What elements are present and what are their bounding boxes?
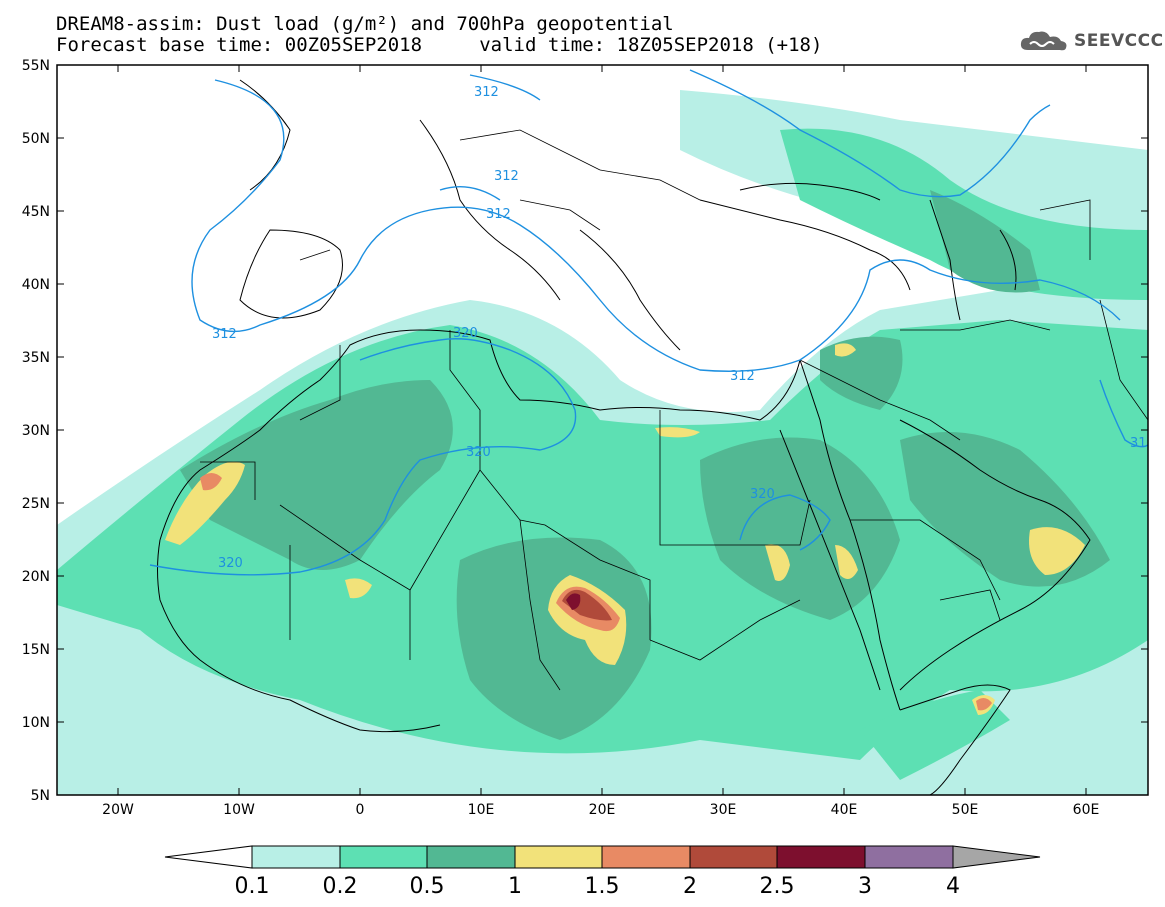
contour-label-320: 320 xyxy=(218,556,243,571)
coastlines xyxy=(157,79,1091,795)
colorbar-bin xyxy=(689,845,778,869)
colorbar-tick-label: 3 xyxy=(858,874,872,899)
lon-label: 20E xyxy=(588,802,616,818)
contour-label-312: 312 xyxy=(474,85,499,100)
contour-label-312: 312 xyxy=(212,327,237,342)
geopotential-contours xyxy=(149,69,1148,576)
contour-label-320: 320 xyxy=(750,487,775,502)
lat-label: 35N xyxy=(21,350,50,366)
contour-label-312: 312 xyxy=(730,369,755,384)
colorbar-tick-label: 1 xyxy=(508,874,522,899)
lon-label: 40E xyxy=(830,802,858,818)
colorbar-bin xyxy=(776,845,866,869)
lat-label: 50N xyxy=(21,131,50,147)
seevccc-logo: SEEVCCC xyxy=(1018,28,1164,54)
lat-label: 30N xyxy=(21,423,50,439)
contour-label-312: 312 xyxy=(494,169,519,184)
contour-label-312: 312 xyxy=(486,207,511,222)
lat-label: 45N xyxy=(21,204,50,220)
colorbar-tick-label: 1.5 xyxy=(584,874,620,899)
colorbar-tick-label: 0.5 xyxy=(409,874,445,899)
colorbar-tick-label: 4 xyxy=(946,874,960,899)
lon-label: 60E xyxy=(1072,802,1100,818)
colorbar xyxy=(164,845,1041,869)
lon-label: 0 xyxy=(355,802,365,818)
colorbar-tick-label: 0.2 xyxy=(322,874,358,899)
lon-label: 50E xyxy=(951,802,979,818)
colorbar-over xyxy=(952,845,1041,869)
colorbar-bin xyxy=(601,845,691,869)
colorbar-bin xyxy=(864,845,954,869)
colorbar-bin xyxy=(514,845,603,869)
lon-label: 30E xyxy=(709,802,737,818)
lat-label: 15N xyxy=(21,642,50,658)
lon-ticks xyxy=(117,65,1087,795)
colorbar-bin xyxy=(426,845,516,869)
lat-label: 25N xyxy=(21,496,50,512)
logo-text: SEEVCCC xyxy=(1074,31,1164,51)
lon-label: 10E xyxy=(467,802,495,818)
lon-label: 10W xyxy=(223,802,255,818)
contour-label-320: 320 xyxy=(466,445,491,460)
colorbar-tick-label: 2.5 xyxy=(759,874,795,899)
lat-label: 10N xyxy=(21,715,50,731)
lat-label: 40N xyxy=(21,277,50,293)
lat-label: 20N xyxy=(21,569,50,585)
lat-ticks xyxy=(57,64,1148,723)
map-title-line1: DREAM8-assim: Dust load (g/m²) and 700hP… xyxy=(56,13,674,35)
colorbar-bin xyxy=(339,845,428,869)
country-borders xyxy=(200,129,1148,691)
colorbar-tick-label: 0.1 xyxy=(234,874,270,899)
colorbar-tick-label: 2 xyxy=(683,874,697,899)
cloud-icon xyxy=(1020,31,1067,51)
map-title-line2: Forecast base time: 00Z05SEP2018 valid t… xyxy=(56,34,823,56)
contour-labels: 312 312 312 312 312 320 320 320 320 31 xyxy=(212,85,1147,571)
lat-label: 5N xyxy=(30,788,50,804)
contour-label-320: 320 xyxy=(453,326,478,341)
lat-label: 55N xyxy=(21,58,50,74)
lon-label: 20W xyxy=(102,802,134,818)
colorbar-under xyxy=(164,845,253,869)
dust-band-2.5 xyxy=(566,593,581,610)
contour-label-31: 31 xyxy=(1130,436,1147,451)
dust-band-0.5 xyxy=(180,190,1110,740)
colorbar-bin xyxy=(251,845,341,869)
